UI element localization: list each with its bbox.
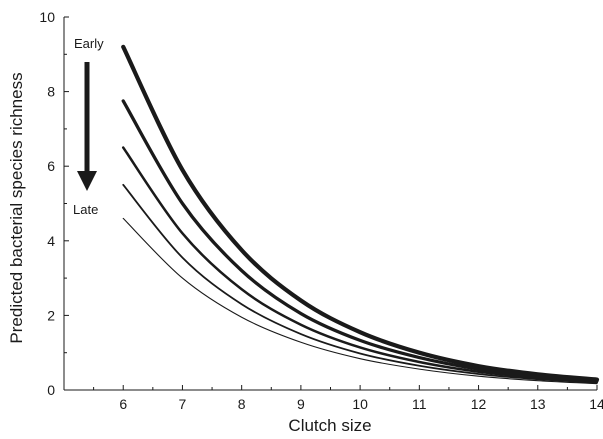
- axes: [64, 17, 597, 390]
- x-tick-label: 14: [589, 396, 603, 412]
- series-line-1: [123, 47, 597, 380]
- series-line-2: [123, 101, 597, 381]
- x-tick-label: 9: [297, 396, 305, 412]
- x-ticks: 6 7 8 9 10 11 12 13 14: [94, 385, 603, 412]
- y-tick-label: 4: [47, 233, 55, 249]
- x-tick-label: 7: [179, 396, 187, 412]
- x-axis-label: Clutch size: [288, 416, 371, 435]
- y-ticks: 0 2 4 6 8 10: [39, 9, 69, 398]
- early-label: Early: [74, 36, 104, 51]
- series-lines: [123, 47, 597, 384]
- y-tick-label: 0: [47, 382, 55, 398]
- y-axis-label: Predicted bacterial species richness: [7, 72, 26, 343]
- x-tick-label: 11: [412, 396, 427, 412]
- y-tick-label: 10: [39, 9, 55, 25]
- x-tick-label: 12: [471, 396, 487, 412]
- x-tick-label: 13: [530, 396, 546, 412]
- x-tick-label: 10: [352, 396, 368, 412]
- y-tick-label: 6: [47, 158, 55, 174]
- arrow-head-icon: [77, 171, 97, 191]
- x-tick-label: 6: [119, 396, 127, 412]
- y-tick-label: 8: [47, 84, 55, 100]
- late-label: Late: [73, 202, 98, 217]
- early-late-annotation: Early Late: [73, 36, 104, 217]
- series-line-5: [123, 218, 597, 383]
- y-tick-label: 2: [47, 307, 55, 323]
- x-tick-label: 8: [238, 396, 246, 412]
- series-line-4: [123, 185, 597, 383]
- series-line-3: [123, 148, 597, 382]
